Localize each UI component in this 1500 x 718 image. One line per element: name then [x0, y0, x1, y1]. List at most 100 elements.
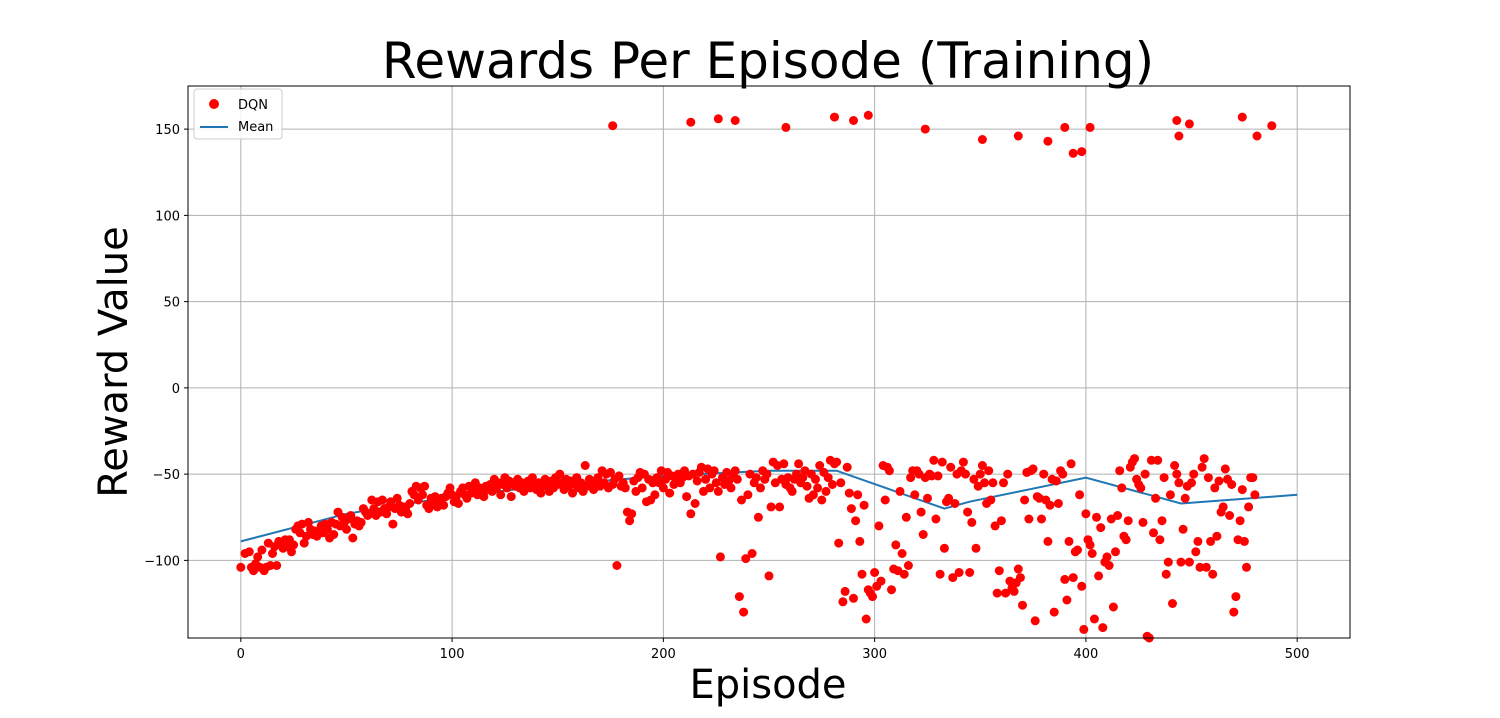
dqn-point [1252, 131, 1262, 141]
legend-dqn-marker [209, 99, 219, 109]
dqn-point [817, 495, 827, 505]
dqn-point [887, 585, 896, 595]
dqn-point [322, 524, 332, 534]
dqn-series [236, 110, 1277, 643]
dqn-point [944, 493, 954, 503]
dqn-point [1157, 516, 1167, 526]
dqn-point [348, 533, 358, 543]
dqn-point [620, 483, 630, 493]
dqn-point [861, 614, 871, 624]
dqn-point [1180, 493, 1190, 503]
dqn-point [1174, 131, 1184, 141]
dqn-point [895, 486, 905, 496]
dqn-point [536, 488, 546, 498]
dqn-point [935, 569, 945, 579]
dqn-point [346, 511, 356, 520]
dqn-point [1111, 547, 1120, 557]
dqn-point [1151, 493, 1161, 503]
dqn-point [253, 552, 263, 562]
dqn-point [903, 561, 913, 570]
dqn-point [1060, 122, 1070, 132]
dqn-point [830, 112, 839, 122]
dqn-point [766, 502, 776, 512]
dqn-point [1174, 478, 1184, 488]
dqn-point [859, 500, 869, 510]
x-tick-label: 0 [237, 647, 245, 662]
dqn-point [1184, 557, 1194, 567]
y-tick-label: −100 [144, 554, 180, 569]
dqn-point [303, 517, 313, 527]
dqn-point [838, 597, 848, 607]
dqn-point [637, 483, 647, 493]
dqn-point [897, 549, 907, 558]
dqn-point [794, 459, 804, 469]
dqn-point [1250, 490, 1260, 500]
dqn-point [580, 461, 590, 470]
y-tick-label: 0 [172, 382, 180, 397]
dqn-point [931, 514, 941, 524]
dqn-point [715, 552, 725, 562]
dqn-point [1066, 459, 1076, 469]
dqn-point [244, 547, 254, 557]
chart-title: Rewards Per Episode (Training) [382, 32, 1154, 90]
dqn-point [1248, 473, 1258, 483]
dqn-point [1073, 545, 1082, 555]
dqn-point [1018, 600, 1027, 610]
dqn-point [842, 462, 852, 472]
dqn-point [999, 478, 1008, 488]
x-tick-label: 100 [440, 647, 465, 662]
dqn-point [1049, 607, 1059, 617]
dqn-point [741, 554, 751, 564]
dqn-point [802, 481, 812, 491]
plot-area-frame [187, 85, 1351, 639]
dqn-point [1115, 466, 1125, 476]
dqn-point [1267, 121, 1277, 131]
dqn-point [815, 461, 825, 470]
axis-ticks: 0 100 200 300 400 500 −100 −50 0 50 100 150 [144, 123, 1309, 662]
dqn-point [986, 495, 996, 505]
dqn-point [779, 459, 789, 469]
dqn-point [356, 517, 366, 527]
dqn-point [1153, 455, 1163, 465]
dqn-point [1168, 599, 1177, 608]
dqn-point [439, 500, 449, 510]
dqn-point [1062, 595, 1072, 605]
dqn-point [933, 471, 943, 481]
dqn-point [1197, 462, 1207, 472]
dqn-point [851, 516, 861, 526]
dqn-point [920, 124, 930, 134]
dqn-point [840, 586, 850, 596]
dqn-point [734, 592, 744, 602]
dqn-point [857, 569, 867, 579]
dqn-point [813, 483, 823, 493]
dqn-point [1079, 624, 1089, 634]
dqn-point [268, 549, 277, 558]
dqn-point [832, 457, 842, 467]
dqn-point [950, 499, 960, 508]
dqn-point [1189, 469, 1199, 479]
dqn-point [1108, 602, 1118, 612]
dqn-point [1229, 607, 1239, 617]
dqn-point [948, 573, 958, 583]
dqn-point [1045, 500, 1055, 510]
dqn-point [844, 488, 854, 498]
dqn-point [906, 473, 916, 483]
dqn-point [918, 530, 928, 539]
dqn-point [1220, 464, 1230, 474]
dqn-point [990, 521, 1000, 531]
x-axis-label: Episode [689, 662, 846, 708]
dqn-point [798, 473, 808, 483]
dqn-point [823, 473, 833, 483]
dqn-point [705, 483, 715, 493]
dqn-point [1068, 573, 1078, 583]
dqn-point [1053, 499, 1063, 508]
dqn-point [1043, 136, 1053, 146]
dqn-point [929, 455, 939, 465]
dqn-point [724, 476, 734, 486]
dqn-point [1089, 614, 1099, 624]
dqn-point [1092, 512, 1101, 522]
dqn-point [1087, 549, 1097, 558]
x-tick-label: 300 [862, 647, 887, 662]
dqn-point [1013, 131, 1023, 141]
dqn-point [1024, 514, 1034, 524]
